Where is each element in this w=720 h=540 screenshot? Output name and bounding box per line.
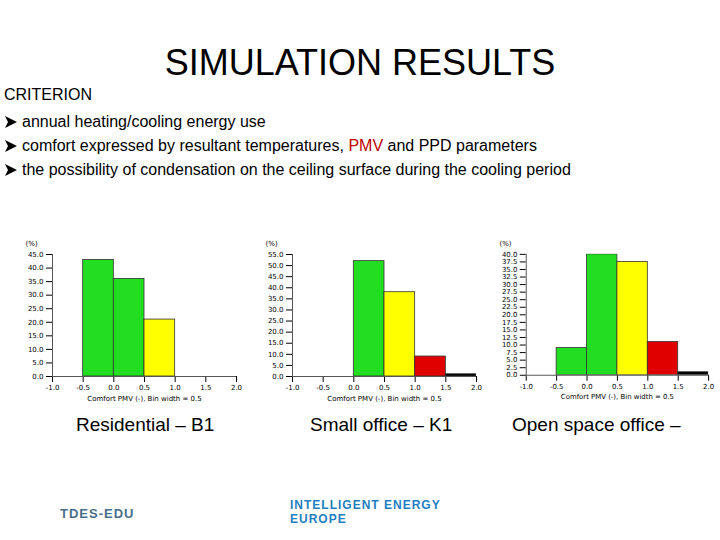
svg-text:45.0: 45.0	[268, 273, 284, 281]
svg-text:17.5: 17.5	[502, 319, 517, 327]
svg-text:20.0: 20.0	[502, 311, 517, 319]
html-text:annual heating/cooling energy: annual heating/cooling energy use	[22, 113, 266, 130]
svg-text:Comfort PMV (-), Bin width = 0: Comfort PMV (-), Bin width = 0.5	[327, 395, 441, 403]
svg-text:(%): (%)	[499, 240, 511, 248]
svg-text:20.0: 20.0	[28, 319, 44, 327]
svg-text:0.0: 0.0	[272, 373, 283, 381]
svg-text:25.0: 25.0	[502, 296, 517, 304]
svg-text:(%): (%)	[26, 240, 38, 248]
svg-text:2.0: 2.0	[703, 383, 714, 391]
svg-text:7.5: 7.5	[506, 349, 517, 357]
svg-text:0.5: 0.5	[612, 383, 623, 391]
svg-text:-1.0: -1.0	[286, 384, 300, 392]
svg-text:-0.5: -0.5	[316, 384, 330, 392]
html-text:comfort expressed by resultant: comfort expressed by resultant temperatu…	[22, 137, 537, 154]
html-text:INTELLIGENT ENERGY: INTELLIGENT ENERGY	[290, 498, 441, 512]
svg-text:-1.0: -1.0	[519, 383, 533, 391]
svg-text:40.0: 40.0	[28, 264, 44, 272]
svg-text:2.0: 2.0	[471, 384, 482, 392]
svg-text:32.5: 32.5	[502, 273, 517, 281]
svg-text:30.0: 30.0	[268, 306, 284, 314]
html-text:Residential – B1: Residential – B1	[76, 414, 215, 435]
svg-text:1.0: 1.0	[642, 383, 653, 391]
svg-text:0.0: 0.0	[582, 383, 593, 391]
html-text:Open space office –: Open space office –	[512, 414, 681, 435]
svg-text:0.0: 0.0	[506, 371, 517, 379]
svg-text:-0.5: -0.5	[76, 384, 90, 392]
svg-text:10.0: 10.0	[268, 351, 284, 359]
svg-text:55.0: 55.0	[268, 251, 284, 259]
svg-text:10.0: 10.0	[28, 346, 44, 354]
svg-text:5.0: 5.0	[272, 362, 283, 370]
svg-text:40.0: 40.0	[502, 251, 517, 259]
svg-text:15.0: 15.0	[502, 326, 517, 334]
svg-text:40.0: 40.0	[268, 284, 284, 292]
svg-text:Comfort PMV (-), Bin width = 0: Comfort PMV (-), Bin width = 0.5	[561, 393, 674, 401]
svg-text:Comfort PMV (-), Bin width = 0: Comfort PMV (-), Bin width = 0.5	[87, 395, 201, 403]
html-text:SIMULATION RESULTS: SIMULATION RESULTS	[164, 42, 556, 83]
svg-text:1.5: 1.5	[440, 384, 451, 392]
svg-text:15.0: 15.0	[268, 339, 284, 347]
svg-text:-0.5: -0.5	[550, 383, 564, 391]
svg-text:50.0: 50.0	[268, 262, 284, 270]
svg-text:2.5: 2.5	[506, 364, 517, 372]
svg-text:10.0: 10.0	[502, 341, 517, 349]
svg-text:1.0: 1.0	[410, 384, 421, 392]
svg-text:0.0: 0.0	[348, 384, 359, 392]
svg-text:0.0: 0.0	[32, 373, 43, 381]
svg-text:37.5: 37.5	[502, 258, 517, 266]
svg-text:5.0: 5.0	[506, 356, 517, 364]
svg-text:35.0: 35.0	[268, 295, 284, 303]
svg-text:30.0: 30.0	[28, 291, 44, 299]
svg-text:22.5: 22.5	[502, 303, 517, 311]
svg-text:2.0: 2.0	[231, 384, 242, 392]
html-text:CRITERION: CRITERION	[4, 86, 92, 103]
svg-text:35.0: 35.0	[502, 266, 517, 274]
svg-text:1.0: 1.0	[170, 384, 181, 392]
svg-text:15.0: 15.0	[28, 332, 44, 340]
svg-text:20.0: 20.0	[268, 328, 284, 336]
svg-text:1.5: 1.5	[200, 384, 211, 392]
svg-text:30.0: 30.0	[502, 281, 517, 289]
svg-text:27.5: 27.5	[502, 288, 517, 296]
svg-text:25.0: 25.0	[268, 317, 284, 325]
svg-text:0.0: 0.0	[108, 384, 119, 392]
svg-text:1.5: 1.5	[673, 383, 684, 391]
svg-text:5.0: 5.0	[32, 359, 43, 367]
svg-text:35.0: 35.0	[28, 278, 44, 286]
html-text:TDES-EDU: TDES-EDU	[60, 506, 135, 521]
html-text:EUROPE: EUROPE	[290, 512, 347, 526]
svg-text:45.0: 45.0	[28, 251, 44, 259]
svg-text:0.5: 0.5	[379, 384, 390, 392]
svg-text:25.0: 25.0	[28, 305, 44, 313]
html-text:the possibility of condensatio: the possibility of condensation on the c…	[22, 161, 571, 178]
svg-text:(%): (%)	[266, 240, 278, 248]
svg-text:0.5: 0.5	[139, 384, 150, 392]
svg-text:12.5: 12.5	[502, 334, 517, 342]
svg-text:-1.0: -1.0	[46, 384, 60, 392]
html-text:Small office – K1: Small office – K1	[310, 414, 453, 435]
